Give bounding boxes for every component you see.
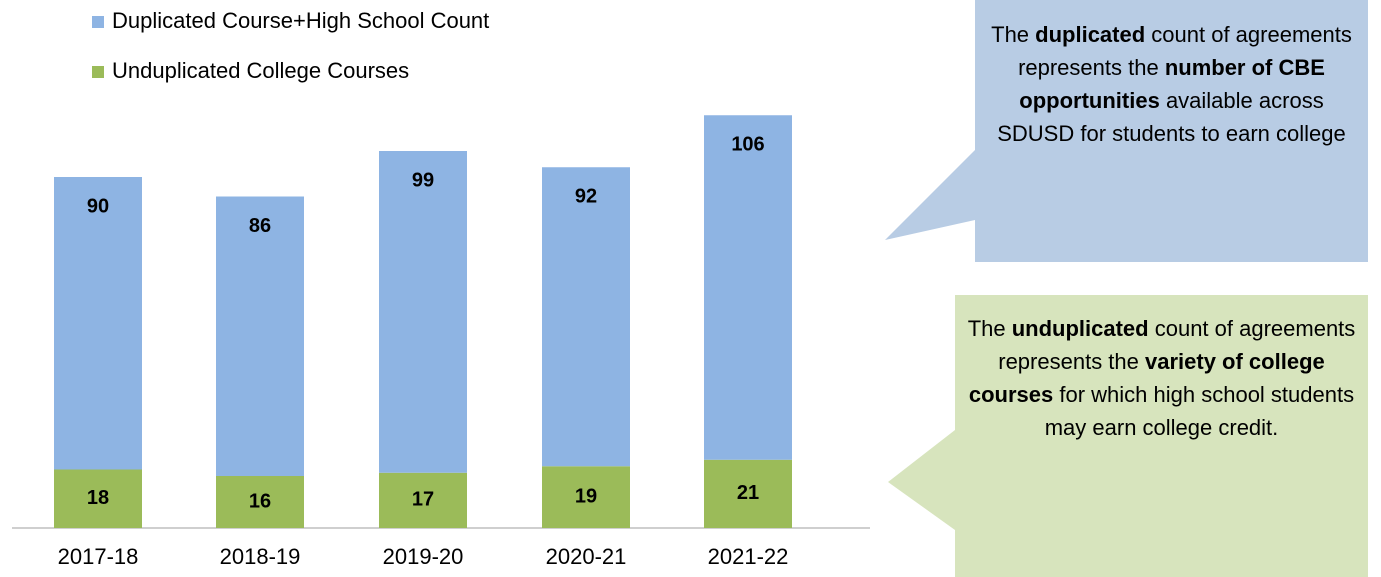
value-label: 19 bbox=[575, 485, 597, 507]
bar-segment bbox=[379, 472, 467, 528]
x-tick-label: 2021-22 bbox=[708, 544, 789, 569]
value-label: 99 bbox=[412, 169, 434, 191]
bar-segment bbox=[542, 167, 630, 467]
bar-segment bbox=[542, 466, 630, 528]
legend-swatch bbox=[92, 16, 104, 28]
legend-label: Duplicated Course+High School Count bbox=[112, 8, 489, 33]
bar-segment bbox=[54, 177, 142, 470]
callout-text-part: duplicated bbox=[1035, 22, 1146, 47]
callout-box bbox=[955, 295, 1368, 577]
callout-text-part: The bbox=[991, 22, 1036, 47]
bar-segment bbox=[54, 469, 142, 528]
x-tick-label: 2018-19 bbox=[220, 544, 301, 569]
value-label: 92 bbox=[575, 186, 597, 208]
bar-segment bbox=[216, 476, 304, 528]
callout-text-part: variety of college courses bbox=[968, 349, 1325, 407]
callout-pointer bbox=[885, 150, 975, 240]
callout-text-part: for which high school students may earn … bbox=[1044, 382, 1355, 440]
callout-text: The duplicated count of agreements repre… bbox=[985, 18, 1358, 150]
callout-pointer bbox=[888, 430, 955, 530]
value-label: 90 bbox=[87, 195, 109, 217]
callout-text-part: count of agreements represents the bbox=[998, 316, 1356, 374]
callout-text-part: The bbox=[967, 316, 1012, 341]
x-tick-label: 2019-20 bbox=[383, 544, 464, 569]
x-tick-label: 2020-21 bbox=[546, 544, 627, 569]
callout-box bbox=[975, 0, 1368, 262]
value-label: 106 bbox=[731, 134, 764, 156]
value-label: 16 bbox=[249, 490, 271, 512]
callout-text: The unduplicated count of agreements rep… bbox=[965, 312, 1358, 444]
x-tick-label: 2017-18 bbox=[58, 544, 139, 569]
bar-segment bbox=[704, 459, 792, 528]
bar-segment bbox=[704, 115, 792, 460]
value-label: 21 bbox=[737, 482, 759, 504]
value-label: 86 bbox=[249, 215, 271, 237]
bar-segment bbox=[379, 151, 467, 473]
callout-text-part: number of CBE opportunities bbox=[1019, 55, 1325, 113]
callout-text-part: unduplicated bbox=[1011, 316, 1149, 341]
callout-text-part: count of agreements represents the bbox=[1018, 22, 1352, 80]
legend-label: Unduplicated College Courses bbox=[112, 58, 409, 83]
value-label: 18 bbox=[87, 487, 109, 509]
bar-segment bbox=[216, 196, 304, 476]
legend-swatch bbox=[92, 66, 104, 78]
callout-text-part: available across SDUSD for students to e… bbox=[997, 88, 1346, 146]
value-label: 17 bbox=[412, 489, 434, 511]
